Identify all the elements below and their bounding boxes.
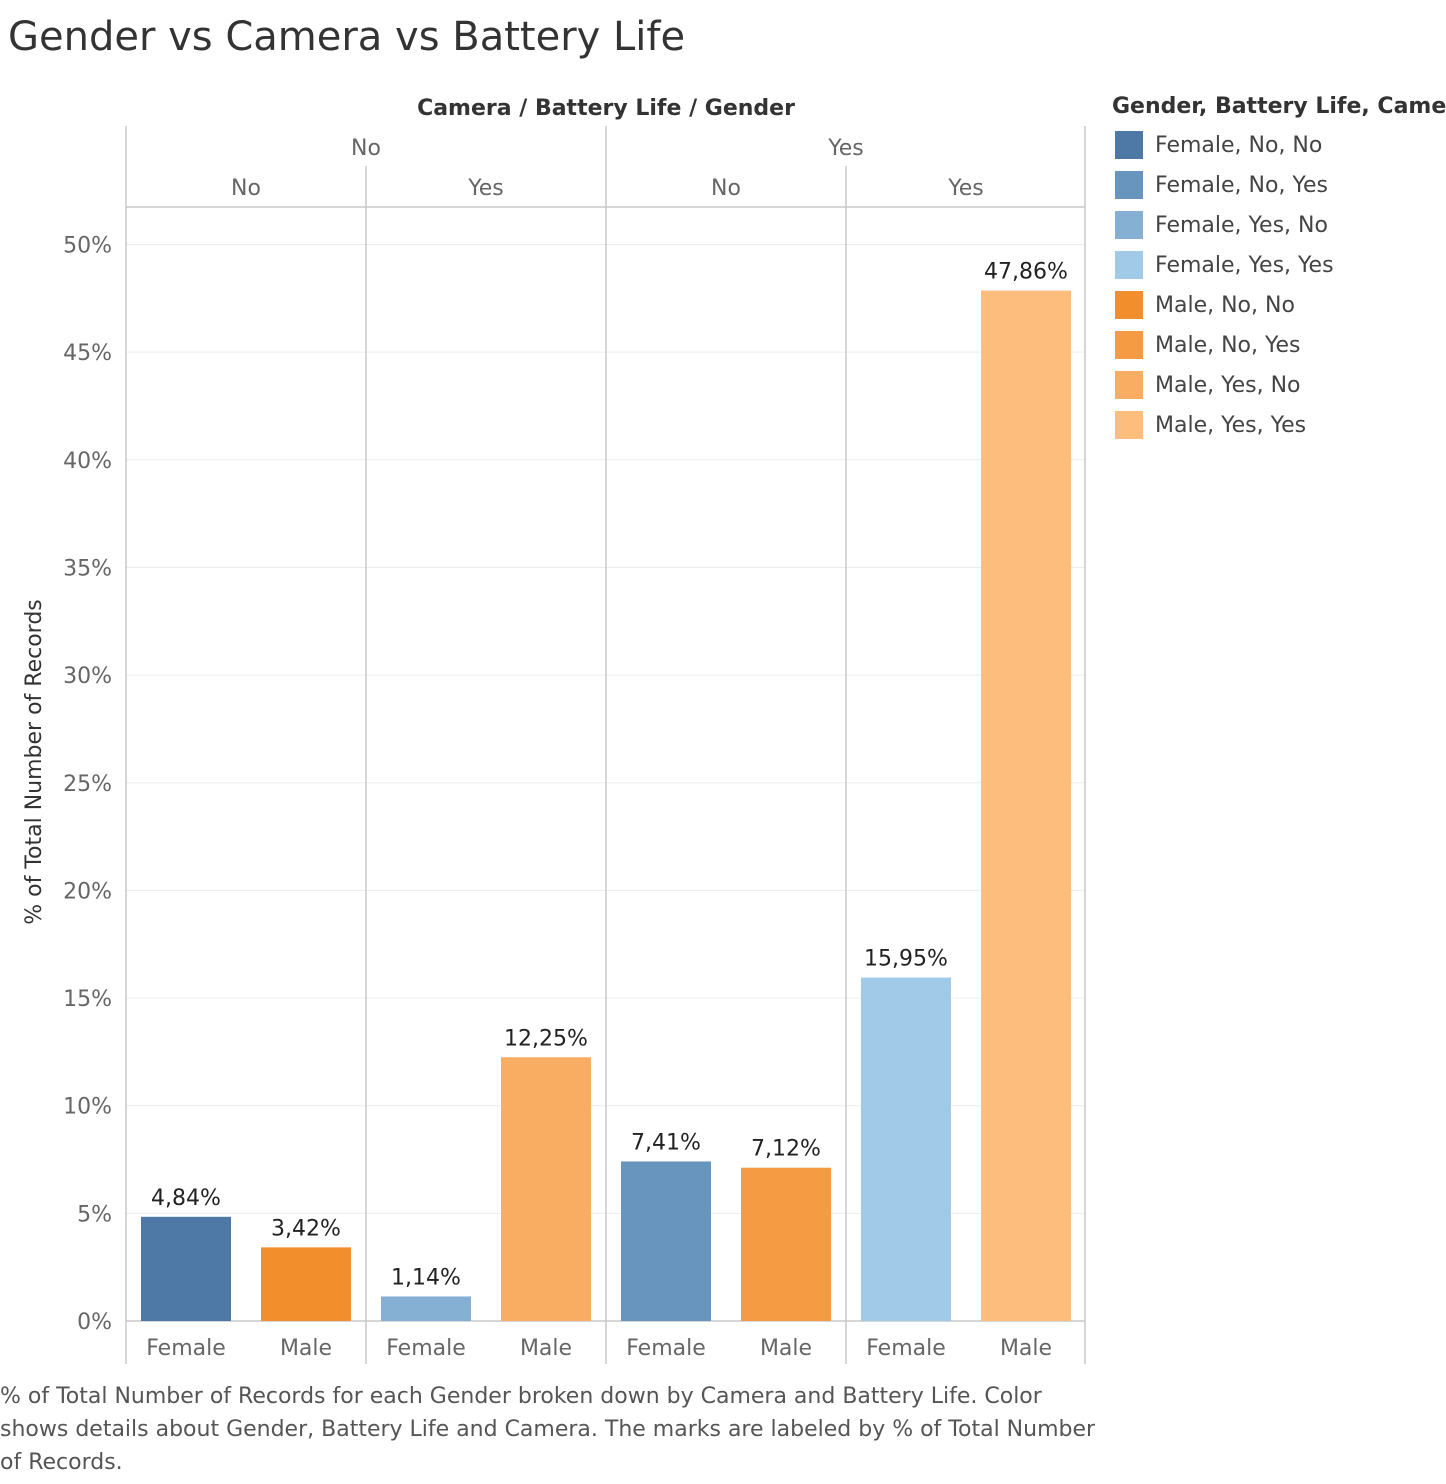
bar <box>381 1296 471 1321</box>
legend-label: Female, Yes, No <box>1155 212 1328 238</box>
legend-swatch <box>1115 131 1143 159</box>
bar <box>741 1167 831 1321</box>
legend-swatch <box>1115 251 1143 279</box>
x-tick-label: Male <box>520 1336 572 1361</box>
data-label: 47,86% <box>984 260 1068 285</box>
legend-label: Male, No, No <box>1155 292 1295 318</box>
legend-item: Female, No, No <box>1112 125 1442 165</box>
battery-group-label: Yes <box>947 176 984 201</box>
chart-caption: % of Total Number of Records for each Ge… <box>0 1384 1096 1475</box>
y-tick-label: 25% <box>63 772 112 797</box>
y-tick-label: 0% <box>77 1310 112 1335</box>
bar <box>501 1057 591 1321</box>
legend-swatch <box>1115 211 1143 239</box>
x-tick-label: Male <box>760 1336 812 1361</box>
bar <box>621 1161 711 1321</box>
legend-label: Female, Yes, Yes <box>1155 252 1334 278</box>
battery-group-label: No <box>231 176 261 201</box>
legend-swatch <box>1115 411 1143 439</box>
legend-items: Female, No, No Female, No, Yes Female, Yes… <box>1112 125 1442 445</box>
legend-label: Male, Yes, Yes <box>1155 412 1307 438</box>
legend: Gender, Battery Life, Camera Female, No,… <box>1112 94 1446 445</box>
legend-item: Male, Yes, No <box>1112 365 1442 405</box>
legend-item: Male, No, Yes <box>1112 325 1442 365</box>
data-label: 3,42% <box>271 1216 341 1241</box>
legend-label: Male, No, Yes <box>1155 332 1301 358</box>
data-label: 15,95% <box>864 947 948 972</box>
x-tick-label: Male <box>280 1336 332 1361</box>
legend-swatch <box>1115 291 1143 319</box>
legend-label: Female, No, No <box>1155 132 1323 158</box>
y-tick-label: 5% <box>77 1202 112 1227</box>
legend-swatch <box>1115 331 1143 359</box>
y-axis-title: % of Total Number of Records <box>22 599 47 925</box>
battery-group-label: Yes <box>467 176 504 201</box>
y-tick-label: 30% <box>63 664 112 689</box>
legend-item: Male, Yes, Yes <box>1112 405 1442 445</box>
bar <box>141 1216 231 1321</box>
column-header-title: Camera / Battery Life / Gender <box>417 96 795 121</box>
legend-swatch <box>1115 371 1143 399</box>
bar-chart: 0% 5% 10% 15% 20% 25% 30% 35% 40% 45% 50% % of Tota… <box>22 96 1086 1364</box>
data-label: 1,14% <box>391 1265 461 1290</box>
y-tick-label: 50% <box>63 234 112 259</box>
y-tick-label: 45% <box>63 341 112 366</box>
camera-group-label: Yes <box>827 136 864 161</box>
legend-label: Female, No, Yes <box>1155 172 1328 198</box>
bar <box>981 290 1071 1321</box>
y-tick-label: 15% <box>63 987 112 1012</box>
x-tick-label: Female <box>146 1336 226 1361</box>
y-tick-label: 40% <box>63 449 112 474</box>
data-label: 7,12% <box>751 1137 821 1162</box>
legend-swatch <box>1115 171 1143 199</box>
data-label: 4,84% <box>151 1186 221 1211</box>
y-tick-label: 10% <box>63 1095 112 1120</box>
x-tick-label: Male <box>1000 1336 1052 1361</box>
legend-label: Male, Yes, No <box>1155 372 1301 398</box>
bar <box>861 977 951 1321</box>
legend-item: Female, Yes, Yes <box>1112 245 1442 285</box>
camera-group-label: No <box>351 136 381 161</box>
battery-group-label: No <box>711 176 741 201</box>
y-tick-label: 35% <box>63 556 112 581</box>
bar <box>261 1247 351 1321</box>
legend-item: Female, No, Yes <box>1112 165 1442 205</box>
legend-item: Female, Yes, No <box>1112 205 1442 245</box>
legend-item: Male, No, No <box>1112 285 1442 325</box>
x-tick-label: Female <box>386 1336 466 1361</box>
x-tick-label: Female <box>626 1336 706 1361</box>
page-title: Gender vs Camera vs Battery Life <box>8 14 686 60</box>
y-tick-label: 20% <box>63 879 112 904</box>
data-label: 12,25% <box>504 1026 588 1051</box>
x-tick-label: Female <box>866 1336 946 1361</box>
data-label: 7,41% <box>631 1130 701 1155</box>
legend-title: Gender, Battery Life, Camera <box>1112 94 1446 119</box>
